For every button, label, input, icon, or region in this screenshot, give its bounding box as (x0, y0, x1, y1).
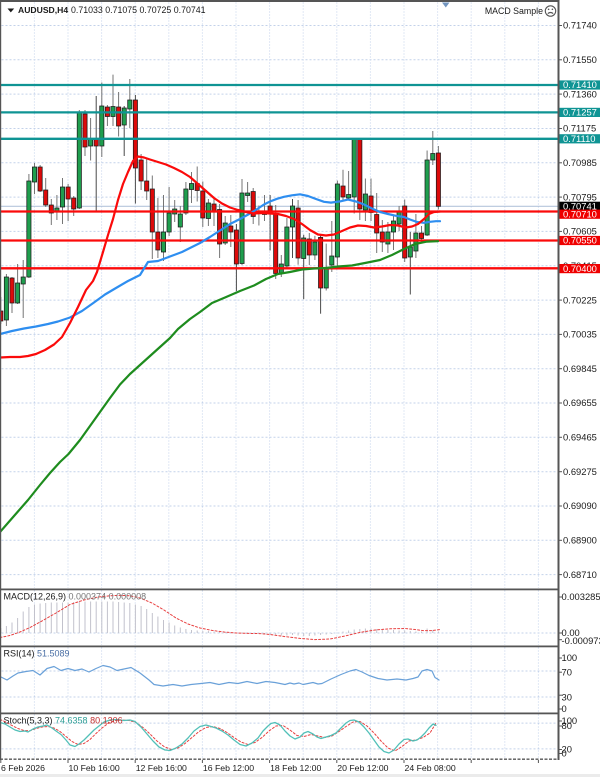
svg-text:0.71550: 0.71550 (563, 54, 597, 65)
svg-text:100: 100 (562, 652, 578, 663)
svg-text:0.71257: 0.71257 (563, 107, 597, 118)
svg-text:0.69090: 0.69090 (563, 500, 597, 511)
svg-text:AUDUSD,H4: AUDUSD,H4 (18, 5, 68, 15)
svg-text:24 Feb 08:00: 24 Feb 08:00 (405, 763, 456, 773)
svg-text:0.70225: 0.70225 (563, 294, 597, 305)
svg-text:Stoch(5,3,3) 74.6358 80.1306: Stoch(5,3,3) 74.6358 80.1306 (4, 716, 123, 726)
svg-text:0.71410: 0.71410 (563, 79, 597, 90)
svg-text:0.71110: 0.71110 (563, 133, 596, 144)
svg-text:0: 0 (562, 748, 567, 759)
svg-text:0.69465: 0.69465 (563, 432, 597, 443)
svg-text:0.68710: 0.68710 (563, 569, 597, 580)
svg-text:0.71033 0.71075 0.70725 0.7074: 0.71033 0.71075 0.70725 0.70741 (71, 5, 206, 15)
svg-text:0: 0 (562, 703, 567, 714)
svg-text:12 Feb 16:00: 12 Feb 16:00 (136, 763, 187, 773)
svg-text:MACD Sample: MACD Sample (485, 6, 543, 16)
svg-text:0.71740: 0.71740 (563, 20, 597, 31)
svg-text:70: 70 (562, 666, 572, 677)
svg-text:0.003285: 0.003285 (562, 591, 600, 602)
svg-text:6 Feb 2026: 6 Feb 2026 (1, 763, 45, 773)
svg-text:MACD(12,26,9) 0.000374 0.00000: MACD(12,26,9) 0.000374 0.000008 (4, 592, 147, 602)
svg-text:20 Feb 12:00: 20 Feb 12:00 (337, 763, 388, 773)
svg-text:0.70985: 0.70985 (563, 157, 597, 168)
svg-text:RSI(14) 51.5089: RSI(14) 51.5089 (4, 649, 70, 659)
svg-text:18 Feb 12:00: 18 Feb 12:00 (270, 763, 321, 773)
svg-text:0.69845: 0.69845 (563, 363, 597, 374)
svg-text:16 Feb 12:00: 16 Feb 12:00 (203, 763, 254, 773)
svg-text:0.70710: 0.70710 (563, 208, 597, 219)
svg-text:0.69275: 0.69275 (563, 466, 597, 477)
svg-text:0.68900: 0.68900 (563, 535, 597, 546)
svg-text:80: 80 (562, 720, 572, 731)
svg-text:10 Feb 16:00: 10 Feb 16:00 (69, 763, 120, 773)
svg-text:0.70550: 0.70550 (563, 235, 597, 246)
svg-text:-0.000973: -0.000973 (562, 635, 600, 646)
svg-text:0.70035: 0.70035 (563, 329, 597, 340)
svg-text:30: 30 (562, 692, 572, 703)
svg-text:0.70400: 0.70400 (563, 263, 597, 274)
svg-text:0.69655: 0.69655 (563, 397, 597, 408)
